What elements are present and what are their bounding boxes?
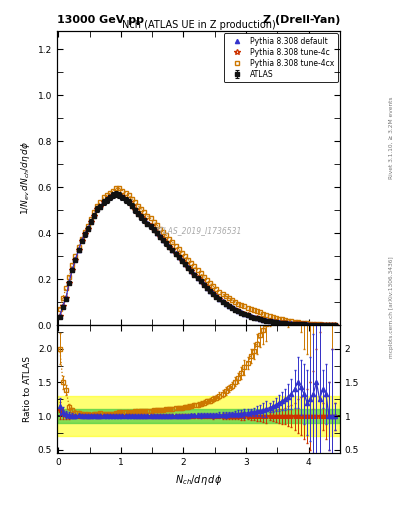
- Text: 13000 GeV pp: 13000 GeV pp: [57, 14, 144, 25]
- Pythia 8.308 default: [305, 322, 309, 328]
- Pythia 8.308 tune-4cx: [86, 223, 90, 229]
- Pythia 8.308 default: [167, 243, 172, 249]
- Text: ATLAS_2019_I1736531: ATLAS_2019_I1736531: [155, 226, 242, 236]
- Pythia 8.308 tune-4cx: [114, 185, 119, 191]
- Pythia 8.308 default: [92, 212, 97, 218]
- Pythia 8.308 tune-4cx: [117, 185, 121, 191]
- Pythia 8.308 tune-4c: [333, 322, 338, 328]
- X-axis label: $N_{ch}/d\eta\,d\phi$: $N_{ch}/d\eta\,d\phi$: [175, 473, 222, 486]
- Pythia 8.308 tune-4cx: [202, 274, 206, 280]
- Pythia 8.308 tune-4cx: [167, 236, 172, 242]
- Text: Rivet 3.1.10, ≥ 3.2M events: Rivet 3.1.10, ≥ 3.2M events: [389, 97, 393, 180]
- Pythia 8.308 tune-4cx: [305, 320, 309, 326]
- Pythia 8.308 tune-4c: [57, 313, 62, 319]
- Y-axis label: $1/N_{ev}\,dN_{ch}/d\eta\,d\phi$: $1/N_{ev}\,dN_{ch}/d\eta\,d\phi$: [19, 141, 32, 215]
- Bar: [57, 396, 340, 436]
- Pythia 8.308 default: [333, 322, 338, 328]
- Title: Nch (ATLAS UE in Z production): Nch (ATLAS UE in Z production): [121, 20, 275, 30]
- Pythia 8.308 tune-4cx: [92, 209, 97, 216]
- Text: Z (Drell-Yan): Z (Drell-Yan): [263, 14, 340, 25]
- Pythia 8.308 tune-4cx: [333, 322, 338, 328]
- Bar: [57, 409, 340, 423]
- Y-axis label: Ratio to ATLAS: Ratio to ATLAS: [23, 356, 32, 422]
- Text: mcplots.cern.ch [arXiv:1306.3436]: mcplots.cern.ch [arXiv:1306.3436]: [389, 257, 393, 358]
- Pythia 8.308 tune-4c: [202, 282, 206, 288]
- Legend: Pythia 8.308 default, Pythia 8.308 tune-4c, Pythia 8.308 tune-4cx, ATLAS: Pythia 8.308 default, Pythia 8.308 tune-…: [224, 33, 338, 82]
- Pythia 8.308 default: [86, 225, 90, 231]
- Pythia 8.308 tune-4cx: [57, 306, 62, 312]
- Pythia 8.308 default: [202, 281, 206, 287]
- Line: Pythia 8.308 default: Pythia 8.308 default: [58, 191, 337, 327]
- Pythia 8.308 default: [117, 191, 121, 198]
- Pythia 8.308 tune-4c: [114, 190, 119, 197]
- Pythia 8.308 tune-4c: [117, 192, 121, 198]
- Pythia 8.308 tune-4c: [92, 212, 97, 219]
- Pythia 8.308 tune-4c: [167, 244, 172, 250]
- Pythia 8.308 tune-4c: [305, 322, 309, 328]
- Pythia 8.308 default: [57, 313, 62, 319]
- Pythia 8.308 default: [114, 190, 119, 197]
- Line: Pythia 8.308 tune-4cx: Pythia 8.308 tune-4cx: [57, 186, 338, 328]
- Pythia 8.308 tune-4c: [86, 225, 90, 231]
- Line: Pythia 8.308 tune-4c: Pythia 8.308 tune-4c: [57, 191, 338, 328]
